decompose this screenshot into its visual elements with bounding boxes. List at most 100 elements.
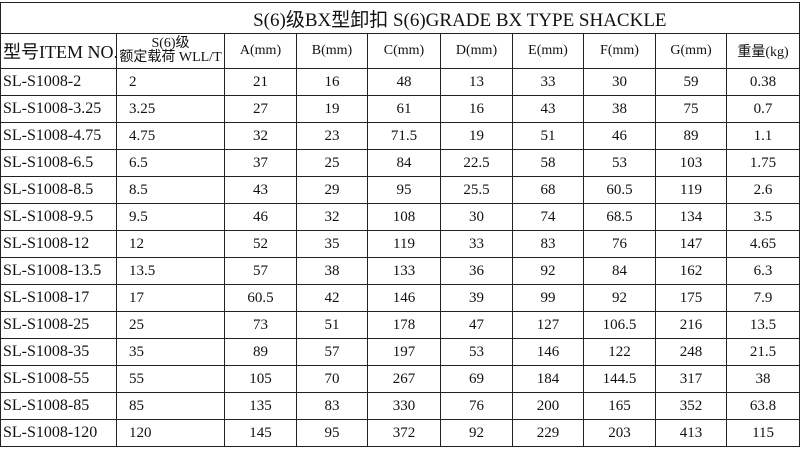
cell-c: 372 — [367, 419, 441, 447]
cell-c: 95 — [367, 176, 441, 204]
table-row: SL-S1008-6.5 6.5 37 25 84 22.5 58 53 103 1.75 — [0, 149, 800, 177]
cell-f: 68.5 — [583, 203, 656, 231]
cell-d: 92 — [440, 419, 513, 447]
cell-wll: 2 — [116, 68, 225, 96]
cell-c: 108 — [367, 203, 441, 231]
cell-item-no: SL-S1008-12 — [0, 230, 117, 258]
cell-e: 83 — [512, 230, 584, 258]
header-d: D(mm) — [440, 33, 513, 69]
table-row: SL-S1008-25 25 73 51 178 47 127 106.5 216 13.5 — [0, 311, 800, 339]
cell-weight: 1.1 — [726, 122, 800, 150]
cell-weight: 115 — [726, 419, 800, 447]
cell-a: 52 — [224, 230, 297, 258]
cell-item-no: SL-S1008-25 — [0, 311, 117, 339]
cell-item-no: SL-S1008-4.75 — [0, 122, 117, 150]
table-row: SL-S1008-55 55 105 70 267 69 184 144.5 317 38 — [0, 365, 800, 393]
cell-f: 76 — [583, 230, 656, 258]
cell-e: 74 — [512, 203, 584, 231]
cell-wll: 9.5 — [116, 203, 225, 231]
cell-wll: 25 — [116, 311, 225, 339]
cell-wll: 17 — [116, 284, 225, 312]
cell-b: 57 — [296, 338, 368, 366]
cell-b: 95 — [296, 419, 368, 447]
cell-f: 165 — [583, 392, 656, 420]
cell-a: 105 — [224, 365, 297, 393]
cell-g: 134 — [654, 203, 728, 231]
table-row: SL-S1008-4.75 4.75 32 23 71.5 19 51 46 89 1.1 — [0, 122, 800, 150]
cell-b: 42 — [296, 284, 368, 312]
cell-weight: 6.3 — [726, 257, 800, 285]
cell-wll: 12 — [116, 230, 225, 258]
cell-d: 36 — [440, 257, 513, 285]
table-row: SL-S1008-13.5 13.5 57 38 133 36 92 84 162 6.3 — [0, 257, 800, 285]
cell-g: 352 — [654, 392, 728, 420]
cell-weight: 2.6 — [726, 176, 800, 204]
cell-d: 33 — [440, 230, 513, 258]
cell-item-no: SL-S1008-120 — [0, 419, 117, 447]
cell-f: 92 — [583, 284, 656, 312]
cell-a: 145 — [224, 419, 297, 447]
cell-f: 53 — [583, 149, 656, 177]
cell-a: 73 — [224, 311, 297, 339]
header-row: 型号ITEM NO. S(6)级 额定载荷 WLL/T A(mm) B(mm) C… — [0, 33, 800, 69]
cell-weight: 38 — [726, 365, 800, 393]
cell-d: 53 — [440, 338, 513, 366]
cell-f: 84 — [583, 257, 656, 285]
cell-d: 16 — [440, 95, 513, 123]
cell-weight: 0.7 — [726, 95, 800, 123]
cell-a: 32 — [224, 122, 297, 150]
cell-e: 33 — [512, 68, 584, 96]
cell-weight: 1.75 — [726, 149, 800, 177]
table-title: S(6)级BX型卸扣 S(6)GRADE BX TYPE SHACKLE — [0, 2, 727, 34]
table-row: SL-S1008-120 120 145 95 372 92 229 203 413 115 — [0, 419, 800, 447]
cell-c: 146 — [367, 284, 441, 312]
cell-c: 197 — [367, 338, 441, 366]
cell-f: 122 — [583, 338, 656, 366]
cell-weight: 13.5 — [726, 311, 800, 339]
cell-item-no: SL-S1008-35 — [0, 338, 117, 366]
cell-c: 133 — [367, 257, 441, 285]
table-row: SL-S1008-8.5 8.5 43 29 95 25.5 68 60.5 119 2.6 — [0, 176, 800, 204]
cell-g: 413 — [654, 419, 728, 447]
cell-c: 84 — [367, 149, 441, 177]
cell-d: 76 — [440, 392, 513, 420]
cell-g: 317 — [654, 365, 728, 393]
cell-item-no: SL-S1008-55 — [0, 365, 117, 393]
header-item-no: 型号ITEM NO. — [0, 33, 117, 69]
cell-c: 48 — [367, 68, 441, 96]
cell-c: 267 — [367, 365, 441, 393]
cell-e: 58 — [512, 149, 584, 177]
table-row: SL-S1008-17 17 60.5 42 146 39 99 92 175 7.9 — [0, 284, 800, 312]
cell-f: 106.5 — [583, 311, 656, 339]
header-a: A(mm) — [224, 33, 297, 69]
cell-e: 92 — [512, 257, 584, 285]
cell-c: 119 — [367, 230, 441, 258]
header-wll-line1: S(6)级 — [151, 36, 190, 51]
cell-item-no: SL-S1008-3.25 — [0, 95, 117, 123]
cell-d: 39 — [440, 284, 513, 312]
table-row: SL-S1008-35 35 89 57 197 53 146 122 248 21.5 — [0, 338, 800, 366]
cell-d: 19 — [440, 122, 513, 150]
header-e: E(mm) — [512, 33, 584, 69]
header-wll-line2: 额定载荷 WLL/T — [119, 50, 222, 65]
cell-weight: 21.5 — [726, 338, 800, 366]
cell-c: 178 — [367, 311, 441, 339]
cell-weight: 3.5 — [726, 203, 800, 231]
cell-a: 21 — [224, 68, 297, 96]
cell-wll: 4.75 — [116, 122, 225, 150]
cell-item-no: SL-S1008-2 — [0, 68, 117, 96]
cell-b: 83 — [296, 392, 368, 420]
cell-weight: 63.8 — [726, 392, 800, 420]
header-weight: 重量(kg) — [726, 33, 800, 69]
cell-f: 144.5 — [583, 365, 656, 393]
title-row: S(6)级BX型卸扣 S(6)GRADE BX TYPE SHACKLE — [0, 2, 800, 34]
cell-b: 25 — [296, 149, 368, 177]
cell-d: 25.5 — [440, 176, 513, 204]
cell-b: 32 — [296, 203, 368, 231]
cell-item-no: SL-S1008-8.5 — [0, 176, 117, 204]
cell-b: 38 — [296, 257, 368, 285]
cell-a: 43 — [224, 176, 297, 204]
cell-item-no: SL-S1008-6.5 — [0, 149, 117, 177]
cell-a: 37 — [224, 149, 297, 177]
cell-e: 68 — [512, 176, 584, 204]
